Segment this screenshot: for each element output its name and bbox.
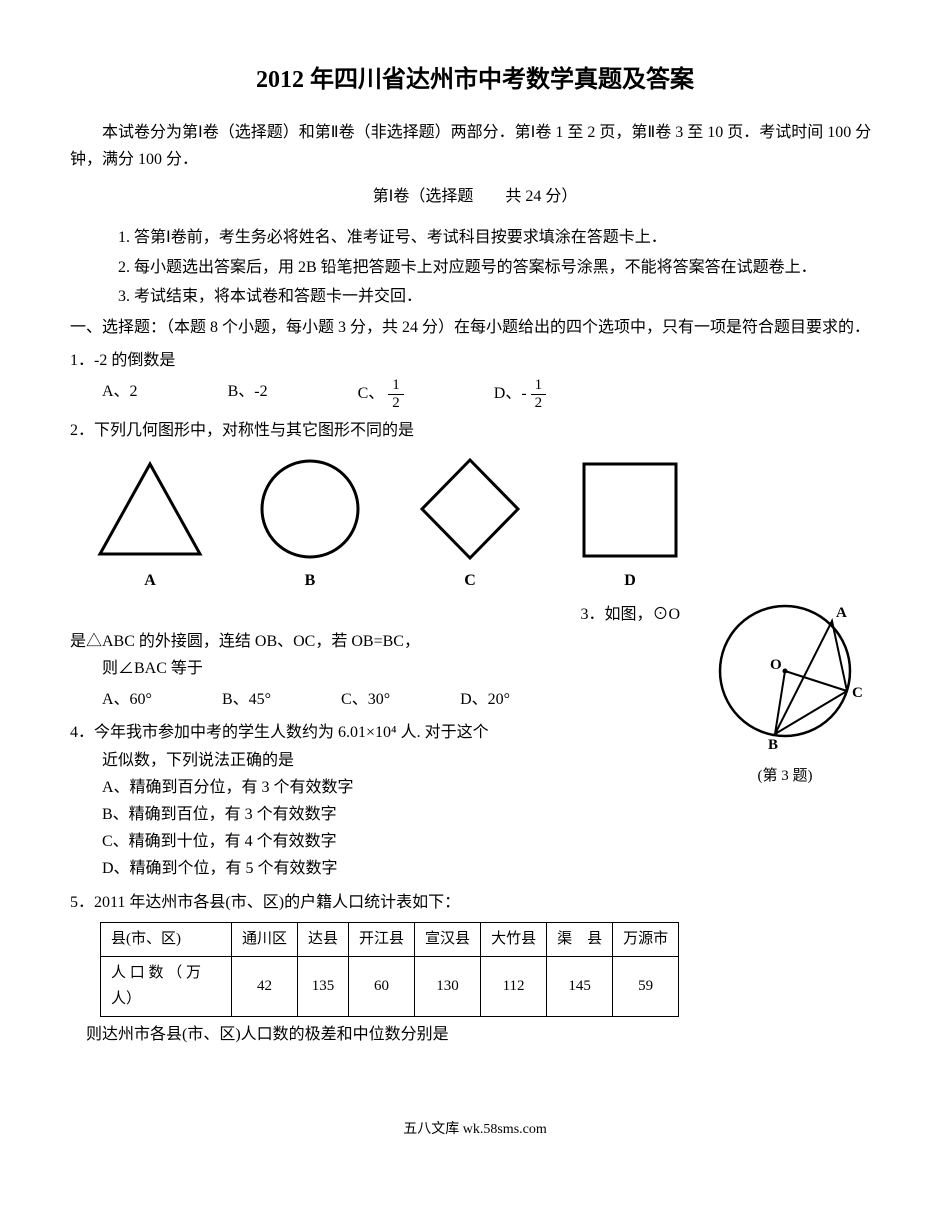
triangle-icon [90,456,210,561]
instruction-2: 2. 每小题选出答案后，用 2B 铅笔把答题卡上对应题号的答案标号涂黑，不能将答… [118,254,880,281]
q1-options: A、2 B、-2 C、 1 2 D、- 1 2 [102,378,880,411]
frac-num: 1 [531,378,547,395]
table-val-5: 145 [547,957,613,1017]
frac-den: 2 [531,395,547,411]
q2-stem: 2．下列几何图形中，对称性与其它图形不同的是 [70,417,880,444]
q3-caption: (第 3 题) [700,764,870,790]
q1-c-prefix: C、 [358,385,385,402]
table-col-0: 通川区 [232,922,298,957]
q1-option-d: D、- 1 2 [494,378,546,411]
q3-option-d: D、20° [460,686,510,713]
q3-q4-wrap: O A C B (第 3 题) 3．如图，⊙O 是△ABC 的外接圆，连结 OB… [70,601,880,883]
q4-option-b: B、精确到百位，有 3 个有效数字 [102,801,880,828]
q5-stem: 5．2011 年达州市各县(市、区)的户籍人口统计表如下： [70,889,880,916]
fraction-icon: 1 2 [531,378,547,411]
rhombus-icon [410,456,530,561]
table-row: 县(市、区) 通川区 达县 开江县 宣汉县 大竹县 渠 县 万源市 [101,922,679,957]
question-2: 2．下列几何图形中，对称性与其它图形不同的是 A B C D [70,417,880,594]
q1-option-b: B、-2 [228,378,268,411]
population-table: 县(市、区) 通川区 达县 开江县 宣汉县 大竹县 渠 县 万源市 人 口 数 … [100,922,679,1018]
q3-option-a: A、60° [102,686,152,713]
shape-label-a: A [90,567,210,594]
shape-label-c: C [410,567,530,594]
question-1: 1．-2 的倒数是 A、2 B、-2 C、 1 2 D、- 1 2 [70,347,880,411]
page-title: 2012 年四川省达州市中考数学真题及答案 [70,60,880,101]
frac-den: 2 [388,395,404,411]
table-col-6: 万源市 [613,922,679,957]
label-c: C [852,685,863,701]
q3-option-b: B、45° [222,686,271,713]
label-b: B [768,737,778,751]
page-footer: 五八文库 wk.58sms.com [70,1118,880,1142]
circle-icon [250,456,370,561]
shape-a-cell: A [90,456,210,594]
question-5: 5．2011 年达州市各县(市、区)的户籍人口统计表如下： 县(市、区) 通川区… [70,889,880,1049]
instructions-block: 1. 答第Ⅰ卷前，考生务必将姓名、准考证号、考试科目按要求填涂在答题卡上． 2.… [118,224,880,310]
q4-option-c: C、精确到十位，有 4 个有效数字 [102,828,880,855]
q1-stem: 1．-2 的倒数是 [70,347,880,374]
table-col-4: 大竹县 [481,922,547,957]
intro-text: 本试卷分为第Ⅰ卷（选择题）和第Ⅱ卷（非选择题）两部分．第Ⅰ卷 1 至 2 页，第… [70,119,880,173]
fraction-icon: 1 2 [388,378,404,411]
shape-b-cell: B [250,456,370,594]
table-val-6: 59 [613,957,679,1017]
label-a: A [836,605,847,621]
instruction-3: 3. 考试结束，将本试卷和答题卡一并交回． [118,283,880,310]
part1-heading: 一、选择题：（本题 8 个小题，每小题 3 分，共 24 分）在每小题给出的四个… [70,314,880,341]
table-row: 人 口 数 （ 万人） 42 135 60 130 112 145 59 [101,957,679,1017]
q2-shapes: A B C D [90,456,880,594]
q1-option-c: C、 1 2 [358,378,404,411]
q5-tail: 则达州市各县(市、区)人口数的极差和中位数分别是 [86,1021,880,1048]
table-val-0: 42 [232,957,298,1017]
table-val-4: 112 [481,957,547,1017]
table-val-1: 135 [298,957,349,1017]
section-1-heading: 第Ⅰ卷（选择题 共 24 分） [70,183,880,210]
shape-d-cell: D [570,456,690,594]
circumscribed-circle-icon: O A C B [700,591,870,751]
table-col-2: 开江县 [349,922,415,957]
table-val-2: 60 [349,957,415,1017]
table-col-5: 渠 县 [547,922,613,957]
table-col-1: 达县 [298,922,349,957]
square-icon [570,456,690,561]
instruction-1: 1. 答第Ⅰ卷前，考生务必将姓名、准考证号、考试科目按要求填涂在答题卡上． [118,224,880,251]
q4-option-d: D、精确到个位，有 5 个有效数字 [102,855,880,882]
shape-c-cell: C [410,456,530,594]
table-header-pop: 人 口 数 （ 万人） [101,957,232,1017]
q3-figure: O A C B (第 3 题) [700,591,870,790]
q1-d-prefix: D、- [494,385,527,402]
table-col-3: 宣汉县 [415,922,481,957]
frac-num: 1 [388,378,404,395]
label-o: O [770,657,782,673]
shape-label-d: D [570,567,690,594]
table-val-3: 130 [415,957,481,1017]
q1-option-a: A、2 [102,378,138,411]
shape-label-b: B [250,567,370,594]
q3-option-c: C、30° [341,686,390,713]
table-header-county: 县(市、区) [101,922,232,957]
